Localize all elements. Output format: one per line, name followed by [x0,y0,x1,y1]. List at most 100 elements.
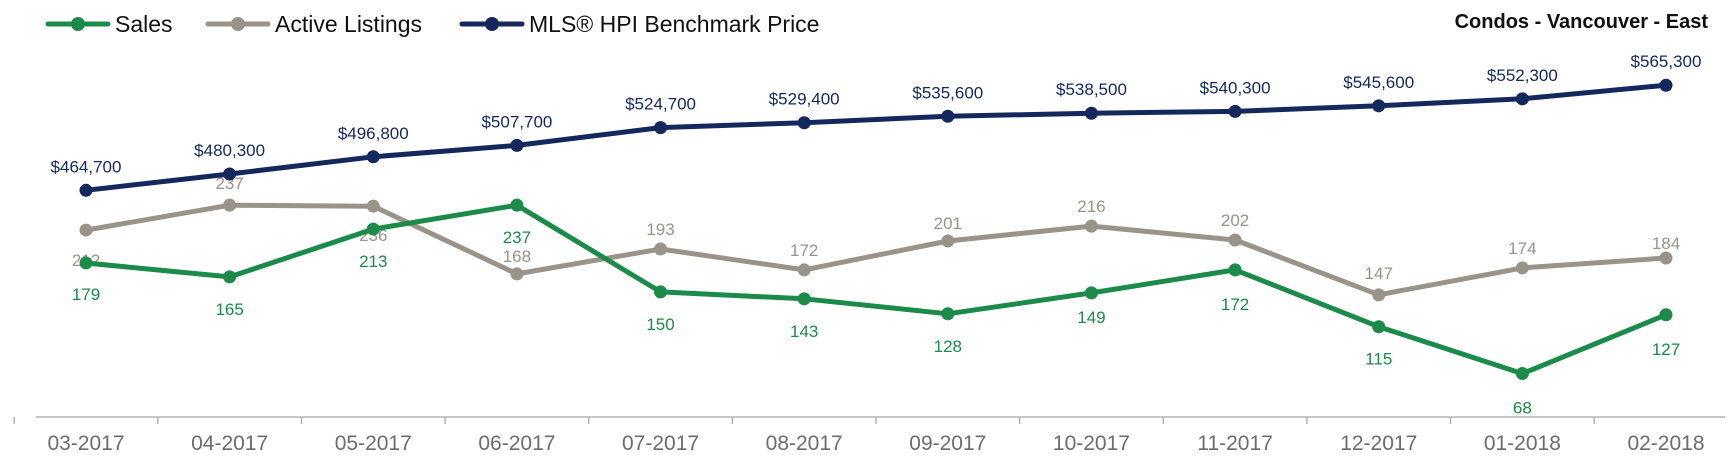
data-point [366,199,380,213]
data-label: 143 [790,322,818,341]
data-label: 213 [359,252,387,271]
data-label: 179 [72,285,100,304]
data-point [1659,251,1673,265]
data-label: 172 [790,241,818,260]
data-point [1372,320,1386,334]
data-label: $464,700 [51,157,122,176]
x-tick-label: 06-2017 [478,432,555,455]
x-tick-label: 03-2017 [47,432,124,455]
data-label: 68 [1513,399,1532,418]
x-tick-label: 05-2017 [335,432,412,455]
data-point [1228,104,1242,118]
data-point [366,150,380,164]
data-point [1228,263,1242,277]
legend-label: Active Listings [275,11,422,37]
data-point [797,292,811,306]
legend-item-mls-hpi-benchmark-price: MLS® HPI Benchmark Price [459,11,819,37]
data-point [941,234,955,248]
data-label: 237 [503,228,531,247]
x-axis: 03-2017 04-2017 05-2017 06-2017 07-2017 08-20… [13,416,1725,455]
data-point [79,183,93,197]
data-label: 184 [1652,234,1680,253]
x-tick-label: 10-2017 [1053,432,1130,455]
legend-label: MLS® HPI Benchmark Price [529,11,819,37]
x-tick-label: 01-2018 [1484,432,1561,455]
series-layer: 2122372361681931722012162021471741841791… [51,52,1702,417]
legend-marker-swatch [71,17,85,31]
data-label: 174 [1508,239,1536,258]
data-point [1515,367,1529,381]
data-point [1228,233,1242,247]
data-label: $545,600 [1343,73,1414,92]
legend: Sales Active Listings MLS® HPI Benchmark P… [45,11,819,37]
data-point [941,109,955,123]
series-active-listings: 212237236168193172201216202147174184 [72,174,1680,302]
data-label: $540,300 [1200,78,1271,97]
data-point [510,138,524,152]
data-point [1515,261,1529,275]
data-label: $565,300 [1631,52,1702,71]
data-point [1084,219,1098,233]
x-tick-label: 02-2018 [1627,432,1704,455]
data-point [941,307,955,321]
data-label: $480,300 [194,141,265,160]
data-label: 202 [1221,211,1249,230]
legend-marker-swatch [485,17,499,31]
legend-item-active-listings: Active Listings [205,11,422,37]
data-label: $507,700 [481,112,552,131]
data-point [79,223,93,237]
legend-item-sales: Sales [45,11,173,37]
data-label: 128 [934,337,962,356]
legend-marker-swatch [231,17,245,31]
data-label: 115 [1365,350,1392,369]
data-label: $538,500 [1056,80,1127,99]
data-point [223,270,237,284]
data-label: $496,800 [338,124,409,143]
series-sales: 179 165 213 237 150 143 128 149 172 115 68 127 [72,198,1680,418]
series-line [85,202,1667,298]
data-label: $529,400 [769,90,840,109]
data-label: 172 [1221,295,1249,314]
data-label: 150 [646,315,674,334]
x-tick-label: 09-2017 [909,432,986,455]
x-tick-label: 04-2017 [191,432,268,455]
data-label: 237 [215,174,243,193]
data-point [223,198,237,212]
data-point [1084,106,1098,120]
data-label: $524,700 [625,95,696,114]
data-point [797,263,811,277]
data-point [510,267,524,281]
data-point [654,121,668,135]
series-line [85,202,1667,377]
series-mls-hpi-benchmark-price: $464,700 $480,300 $496,800 $507,700 $524,700… [51,52,1702,197]
data-label: 216 [1077,197,1105,216]
legend-label: Sales [115,11,173,37]
data-point [510,198,524,212]
data-point [797,116,811,130]
data-point [654,242,668,256]
data-point [1659,78,1673,92]
data-point [1372,288,1386,302]
x-tick-label: 07-2017 [622,432,699,455]
data-point [1659,308,1673,322]
data-point [366,222,380,236]
data-label: 165 [215,300,243,319]
data-point [79,256,93,270]
data-label: 127 [1652,340,1680,359]
x-tick-label: 11-2017 [1197,432,1273,455]
data-label: 193 [646,220,674,239]
data-point [1372,99,1386,113]
data-label: 149 [1077,308,1105,327]
data-point [1084,286,1098,300]
x-tick-label: 08-2017 [766,432,843,455]
data-label: $535,600 [912,83,983,102]
data-label: 168 [503,247,531,266]
x-tick-label: 12-2017 [1340,432,1417,455]
data-label: 147 [1365,264,1393,283]
series-line [85,82,1667,193]
chart-title: Condos - Vancouver - East [1455,11,1709,33]
data-point [654,285,668,299]
data-label: 201 [934,214,962,233]
data-point [1515,92,1529,106]
